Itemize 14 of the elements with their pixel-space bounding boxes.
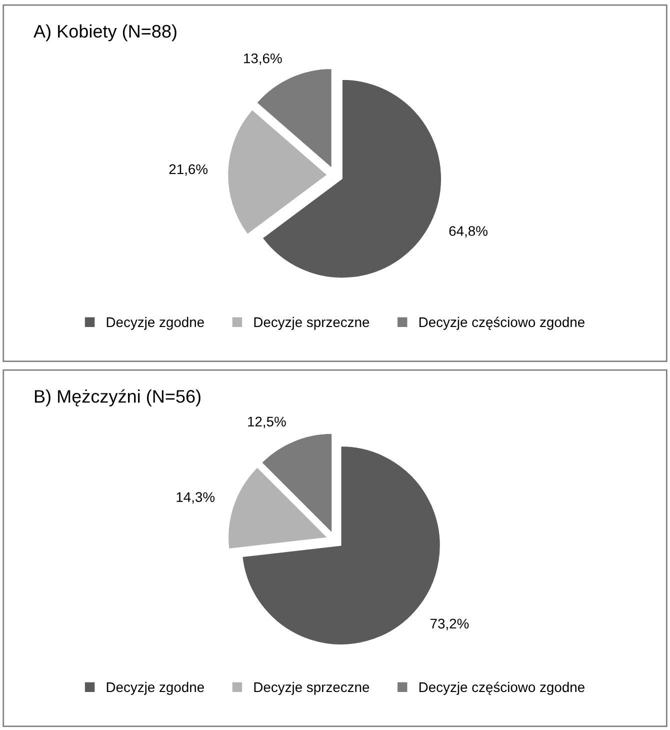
legend-label: Decyzje częściowo zgodne bbox=[419, 316, 584, 330]
data-label: 12,5% bbox=[248, 416, 286, 428]
data-label: 64,8% bbox=[449, 226, 488, 238]
legend-label: Decyzje częściowo zgodne bbox=[419, 682, 584, 695]
legend-label: Decyzje zgodne bbox=[106, 316, 204, 330]
data-label: 13,6% bbox=[244, 53, 282, 65]
legend-label: Decyzje zgodne bbox=[106, 682, 204, 695]
data-label: 21,6% bbox=[169, 164, 208, 176]
data-label: 14,3% bbox=[176, 492, 215, 504]
legend-label: Decyzje sprzeczne bbox=[254, 682, 370, 695]
legend-label: Decyzje sprzeczne bbox=[254, 316, 370, 330]
chart-title: A) Kobiety (N=88) bbox=[34, 24, 176, 42]
data-label: 73,2% bbox=[430, 618, 469, 630]
chart-title: B) Mężczyźni (N=56) bbox=[34, 389, 200, 406]
